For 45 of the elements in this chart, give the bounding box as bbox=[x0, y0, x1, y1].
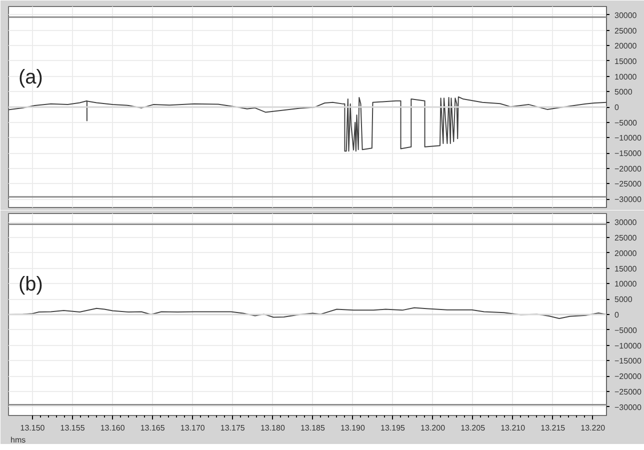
y-tick-label: 5000 bbox=[614, 88, 633, 97]
y-tick-label: −10000 bbox=[614, 341, 642, 350]
x-tick-label: 13.170 bbox=[180, 424, 206, 432]
x-tick-label: 13.215 bbox=[540, 424, 566, 432]
y-tick-label: −30000 bbox=[614, 195, 642, 204]
y-tick-label: 20000 bbox=[614, 42, 638, 51]
y-tick-label: −20000 bbox=[614, 372, 642, 382]
y-tick-label: 0 bbox=[614, 103, 620, 112]
x-tick-label: 13.150 bbox=[20, 424, 46, 432]
y-tick-label: −30000 bbox=[614, 402, 642, 412]
x-tick-label: 13.165 bbox=[140, 424, 166, 432]
annotation: (b) bbox=[18, 274, 43, 296]
x-tick-label: 13.210 bbox=[500, 424, 526, 432]
x-tick-label: 13.160 bbox=[100, 424, 126, 432]
y-tick-label: 15000 bbox=[614, 56, 638, 66]
y-tick-label: −5000 bbox=[614, 326, 638, 335]
x-tick-label: 13.155 bbox=[60, 424, 86, 432]
line-series bbox=[8, 96, 606, 152]
y-tick-label: −15000 bbox=[614, 149, 642, 158]
y-tick-label: 0 bbox=[614, 310, 620, 320]
y-tick-label: 5000 bbox=[614, 295, 633, 304]
y-tick-label: 25000 bbox=[614, 26, 638, 36]
x-tick-label: 13.190 bbox=[340, 424, 366, 432]
x-tick-label: 13.175 bbox=[220, 424, 246, 432]
x-tick-label: 13.185 bbox=[300, 424, 326, 432]
y-tick-label: −15000 bbox=[614, 356, 642, 366]
annotation: (a) bbox=[18, 66, 43, 88]
y-tick-label: −5000 bbox=[614, 118, 638, 128]
x-tick-label: 13.220 bbox=[580, 424, 606, 432]
x-tick-label: 13.200 bbox=[420, 424, 446, 432]
y-tick-label: 30000 bbox=[614, 218, 638, 228]
y-tick-label: 15000 bbox=[614, 264, 638, 274]
x-tick-label: 13.195 bbox=[380, 424, 406, 432]
y-tick-label: 25000 bbox=[614, 233, 638, 242]
y-tick-label: 10000 bbox=[614, 280, 638, 289]
y-tick-label: −25000 bbox=[614, 180, 642, 189]
x-tick-label: 13.205 bbox=[460, 424, 486, 432]
y-tick-label: −20000 bbox=[614, 164, 642, 174]
y-tick-label: −25000 bbox=[614, 388, 642, 397]
y-tick-label: 10000 bbox=[614, 72, 638, 82]
y-tick-label: −10000 bbox=[614, 134, 642, 143]
x-tick-label: 13.180 bbox=[260, 424, 286, 432]
y-tick-label: 20000 bbox=[614, 248, 638, 258]
y-tick-label: 30000 bbox=[614, 10, 638, 20]
x-axis-title: hms bbox=[10, 436, 26, 444]
